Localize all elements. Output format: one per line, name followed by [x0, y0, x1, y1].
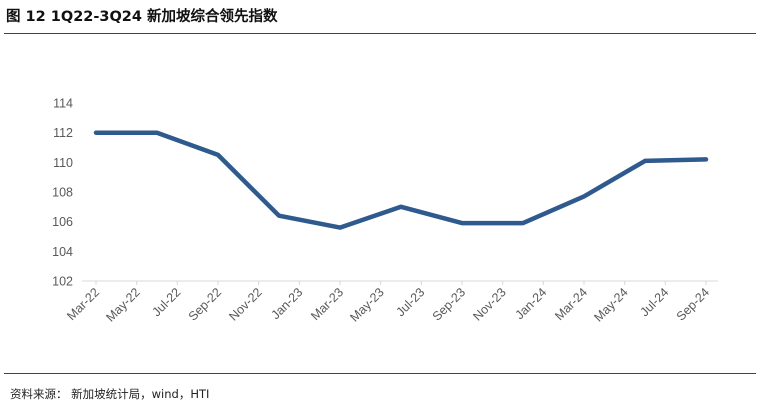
x-tick-label: Sep-22	[186, 285, 224, 323]
x-tick-label: Jul-22	[149, 285, 183, 319]
y-axis-ticks: 102 104 106 108 110 112 114	[52, 97, 73, 289]
x-tick-label: Sep-23	[430, 285, 468, 323]
x-tick-label: Jan-24	[513, 285, 550, 322]
series-line	[93, 130, 709, 230]
x-tick-label: Jan-23	[269, 285, 306, 322]
series-line-group	[93, 130, 709, 230]
x-tick-label: May-22	[103, 285, 142, 324]
y-tick-label: 114	[53, 97, 73, 111]
y-tick-label: 106	[52, 215, 73, 229]
source-note: 资料来源： 新加坡统计局，wind，HTI	[10, 387, 210, 401]
y-tick-label: 112	[53, 126, 73, 140]
x-tick-label: Jul-24	[637, 285, 671, 319]
x-tick-label: Mar-22	[64, 285, 102, 323]
x-tick-label: Nov-23	[470, 285, 508, 323]
bottom-divider	[4, 373, 756, 374]
x-axis-ticks: Mar-22 May-22 Jul-22 Sep-22 Nov-22 Jan-23 Mar-…	[64, 281, 712, 325]
y-tick-label: 104	[52, 245, 73, 259]
x-tick-label: Mar-24	[552, 285, 590, 323]
x-tick-label: Sep-24	[674, 285, 712, 323]
y-tick-label: 102	[52, 275, 73, 289]
x-tick-label: May-23	[347, 285, 386, 324]
top-divider	[4, 33, 756, 34]
x-tick-label: Jul-23	[393, 285, 427, 319]
chart-title: 图 12 1Q22-3Q24 新加坡综合领先指数	[6, 9, 278, 25]
y-tick-label: 108	[52, 186, 73, 200]
x-tick-label: May-24	[591, 285, 630, 324]
x-tick-label: Mar-23	[308, 285, 346, 323]
y-tick-label: 110	[53, 156, 73, 170]
x-tick-label: Nov-22	[226, 285, 264, 323]
